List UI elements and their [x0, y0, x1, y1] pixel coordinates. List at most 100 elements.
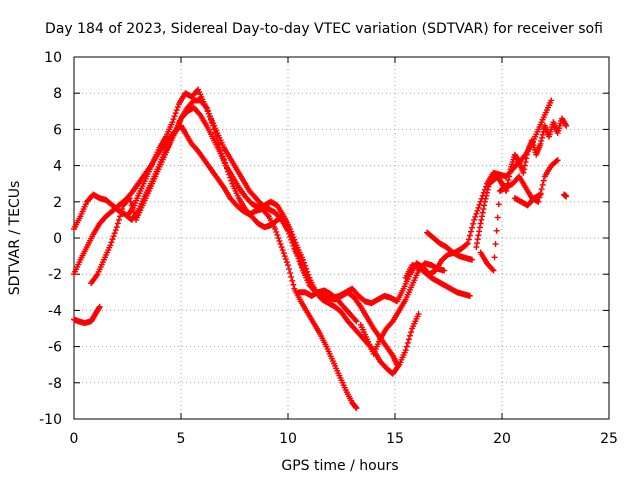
- data-point: [469, 224, 476, 231]
- plot-frame: [73, 56, 610, 420]
- data-point: [282, 256, 289, 263]
- y-tick-label: -8: [48, 376, 62, 392]
- data-point: [494, 214, 501, 221]
- data-series: [511, 191, 544, 209]
- data-point: [228, 177, 235, 184]
- data-point: [491, 254, 498, 261]
- data-point: [222, 162, 229, 169]
- data-point: [171, 113, 178, 120]
- data-point: [470, 220, 477, 227]
- data-point: [479, 209, 486, 216]
- data-point: [277, 215, 284, 222]
- data-point: [404, 339, 411, 346]
- data-point: [181, 128, 188, 135]
- data-point: [521, 166, 528, 173]
- data-point: [408, 329, 415, 336]
- data-point: [537, 191, 544, 198]
- y-tick-label: -2: [48, 267, 62, 283]
- data-point: [221, 159, 228, 166]
- data-point: [281, 253, 288, 260]
- y-tick-label: 4: [53, 159, 62, 175]
- data-point: [471, 216, 478, 223]
- data-point: [464, 240, 471, 247]
- data-point: [288, 273, 295, 280]
- data-point: [403, 343, 410, 350]
- data-point: [113, 224, 120, 231]
- data-series: [71, 303, 103, 327]
- data-point: [388, 319, 395, 326]
- data-series: [124, 86, 555, 307]
- data-point: [114, 220, 121, 227]
- data-point: [520, 169, 527, 176]
- data-point: [289, 239, 296, 246]
- data-series: [88, 97, 422, 377]
- data-point: [112, 227, 119, 234]
- data-series: [473, 115, 570, 251]
- y-tick-label: 10: [44, 50, 62, 66]
- data-series: [561, 191, 570, 200]
- data-point: [415, 311, 422, 318]
- data-series: [295, 287, 360, 325]
- data-point: [493, 227, 500, 234]
- data-point: [563, 122, 570, 129]
- data-point: [169, 119, 176, 126]
- data-point: [521, 162, 528, 169]
- data-point: [484, 189, 491, 196]
- data-point: [277, 241, 284, 248]
- data-point: [490, 267, 497, 274]
- data-point: [483, 192, 490, 199]
- data-point: [406, 332, 413, 339]
- data-point: [286, 266, 293, 273]
- data-point: [482, 195, 489, 202]
- data-point: [353, 405, 360, 412]
- x-tick-label: 15: [386, 431, 404, 447]
- data-point: [283, 259, 290, 266]
- data-point: [276, 238, 283, 245]
- data-point: [274, 231, 281, 238]
- data-point: [96, 303, 103, 310]
- data-point: [118, 209, 125, 216]
- data-point: [107, 242, 114, 249]
- x-ticks: 0 5 10 15 20 25: [70, 57, 618, 447]
- data-point: [538, 137, 545, 144]
- data-point: [111, 230, 118, 237]
- data-point: [505, 177, 512, 184]
- data-point: [523, 155, 530, 162]
- y-tick-label: 0: [53, 231, 62, 247]
- data-point: [481, 198, 488, 205]
- y-axis-label: SDTVAR / TECUs: [7, 181, 23, 296]
- y-tick-label: 6: [53, 122, 62, 138]
- data-point: [539, 181, 546, 188]
- data-point: [225, 168, 232, 175]
- data-point: [108, 239, 115, 246]
- x-axis-label: GPS time / hours: [281, 458, 398, 474]
- y-ticks: -10 -8 -6 -4 -2 0 2 4 6 8 10: [39, 50, 609, 428]
- data-point: [289, 277, 296, 284]
- data-point: [474, 207, 481, 214]
- data-point: [226, 171, 233, 178]
- data-point: [466, 232, 473, 239]
- data-point: [489, 266, 496, 273]
- data-point: [473, 210, 480, 217]
- data-point: [352, 317, 359, 324]
- data-point: [475, 204, 482, 211]
- data-point: [299, 256, 306, 263]
- data-point: [563, 193, 570, 200]
- data-point: [215, 140, 222, 147]
- data-point: [535, 198, 542, 205]
- data-point: [540, 177, 547, 184]
- data-point: [554, 157, 561, 164]
- data-point: [172, 110, 179, 117]
- data-point: [466, 292, 473, 299]
- data-points: [71, 86, 570, 412]
- y-tick-label: -4: [48, 303, 62, 319]
- data-point: [475, 232, 482, 239]
- data-point: [352, 404, 359, 411]
- data-point: [287, 233, 294, 240]
- data-point: [467, 228, 474, 235]
- data-point: [219, 153, 226, 160]
- y-tick-label: -10: [39, 412, 62, 428]
- data-point: [474, 236, 481, 243]
- data-point: [476, 228, 483, 235]
- data-series: [424, 229, 476, 263]
